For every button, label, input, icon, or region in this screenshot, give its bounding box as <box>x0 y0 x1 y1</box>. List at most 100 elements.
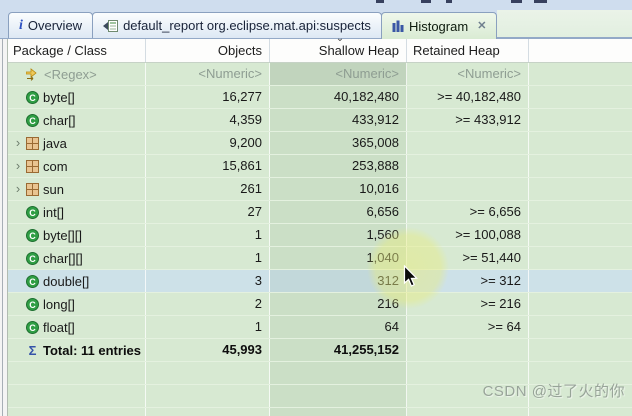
column-header-package-class[interactable]: Package / Class <box>8 39 146 62</box>
column-header-shallow-heap[interactable]: Shallow Heap <box>270 39 407 62</box>
regex-filter-input[interactable]: <Regex> <box>44 66 97 82</box>
shallow-heap-value: 365,008 <box>270 132 407 154</box>
objects-value: 9,200 <box>146 132 270 154</box>
column-header-objects[interactable]: Objects <box>146 39 270 62</box>
report-icon <box>103 19 119 32</box>
shallow-heap-value: 216 <box>270 293 407 315</box>
retained-heap-value: >= 64 <box>407 316 529 338</box>
objects-filter-input[interactable]: <Numeric> <box>146 63 270 85</box>
close-icon[interactable]: ✕ <box>477 19 487 32</box>
retained-heap-value: >= 433,912 <box>407 109 529 131</box>
table-header-row: Package / Class Objects Shallow Heap Ret… <box>8 39 632 63</box>
class-name: int[] <box>43 204 64 220</box>
package-name: com <box>43 158 68 174</box>
package-name: java <box>43 135 67 151</box>
class-name: byte[][] <box>43 227 83 243</box>
toolbar-remnant-strip <box>0 0 632 10</box>
info-icon: i <box>19 17 23 33</box>
empty-row <box>8 385 632 408</box>
retained-heap-value: >= 312 <box>407 270 529 292</box>
class-filter-cell[interactable]: <Regex> <box>8 63 146 85</box>
total-label: Total: 11 entries <box>43 342 142 358</box>
table-row-com-package[interactable]: › com 15,861 253,888 <box>8 155 632 178</box>
class-name: char[] <box>43 112 76 128</box>
objects-value: 261 <box>146 178 270 200</box>
toolbar-remnant-mark <box>446 0 452 3</box>
table-row-java-package[interactable]: › java 9,200 365,008 <box>8 132 632 155</box>
shallow-heap-value: 10,016 <box>270 178 407 200</box>
package-icon <box>26 159 39 173</box>
retained-heap-value <box>407 178 529 200</box>
objects-value: 15,861 <box>146 155 270 177</box>
tab-default-report[interactable]: default_report org.eclipse.mat.api:suspe… <box>92 12 382 38</box>
retained-heap-value: >= 40,182,480 <box>407 86 529 108</box>
view-left-gutter <box>0 39 8 416</box>
package-icon <box>26 136 39 150</box>
objects-value: 1 <box>146 316 270 338</box>
shallow-heap-value: 1,040 <box>270 247 407 269</box>
tab-bar-filler <box>497 10 632 38</box>
class-icon: C <box>26 113 39 127</box>
retained-heap-value <box>407 155 529 177</box>
objects-value: 1 <box>146 247 270 269</box>
toolbar-remnant-mark <box>421 0 431 3</box>
gutter-line <box>2 39 3 416</box>
class-icon: C <box>26 90 39 104</box>
expand-chevron-icon[interactable]: › <box>15 181 21 196</box>
tab-histogram[interactable]: Histogram ✕ <box>380 12 498 39</box>
shallow-heap-value: 64 <box>270 316 407 338</box>
toolbar-remnant-mark <box>511 0 522 3</box>
column-header-retained-heap[interactable]: Retained Heap <box>407 39 529 62</box>
total-objects-value: 45,993 <box>146 339 270 361</box>
retained-heap-value: >= 51,440 <box>407 247 529 269</box>
retained-filter-input[interactable]: <Numeric> <box>407 63 529 85</box>
shallow-heap-value: 6,656 <box>270 201 407 223</box>
tab-label: default_report org.eclipse.mat.api:suspe… <box>123 18 371 33</box>
histogram-icon <box>392 20 404 32</box>
sort-descending-icon: ⌄ <box>335 33 345 44</box>
histogram-table: Package / Class Objects Shallow Heap Ret… <box>8 39 632 416</box>
class-icon: C <box>26 274 39 288</box>
objects-value: 3 <box>146 270 270 292</box>
retained-heap-value <box>407 132 529 154</box>
filter-row: <Regex> <Numeric> <Numeric> <Numeric> <box>8 63 632 86</box>
class-name: float[] <box>43 319 75 335</box>
shallow-filter-input[interactable]: <Numeric> <box>270 63 407 85</box>
expand-chevron-icon[interactable]: › <box>15 135 21 150</box>
objects-value: 27 <box>146 201 270 223</box>
retained-heap-value: >= 216 <box>407 293 529 315</box>
objects-value: 2 <box>146 293 270 315</box>
mouse-cursor-icon <box>403 264 421 294</box>
tab-label: Overview <box>27 18 83 33</box>
total-row[interactable]: Σ Total: 11 entries 45,993 41,255,152 <box>8 339 632 362</box>
total-retained-heap-value <box>407 339 529 361</box>
class-icon: C <box>26 205 39 219</box>
expand-chevron-icon[interactable]: › <box>15 158 21 173</box>
class-name: double[] <box>43 273 90 289</box>
tab-overview[interactable]: i Overview <box>8 12 94 38</box>
toolbar-remnant-mark <box>376 0 384 3</box>
package-icon <box>26 182 39 196</box>
table-row-sun-package[interactable]: › sun 261 10,016 <box>8 178 632 201</box>
shallow-heap-value: 1,560 <box>270 224 407 246</box>
empty-row <box>8 362 632 385</box>
class-icon: C <box>26 297 39 311</box>
shallow-heap-value: 312 <box>270 270 407 292</box>
sigma-icon: Σ <box>28 342 37 358</box>
objects-value: 1 <box>146 224 270 246</box>
tab-label: Histogram <box>408 18 469 34</box>
class-icon: C <box>26 251 39 265</box>
editor-tab-bar: i Overview default_report org.eclipse.ma… <box>0 10 632 39</box>
filter-icon <box>26 67 40 81</box>
shallow-heap-value: 40,182,480 <box>270 86 407 108</box>
toolbar-remnant-mark <box>534 0 547 3</box>
retained-heap-value: >= 6,656 <box>407 201 529 223</box>
